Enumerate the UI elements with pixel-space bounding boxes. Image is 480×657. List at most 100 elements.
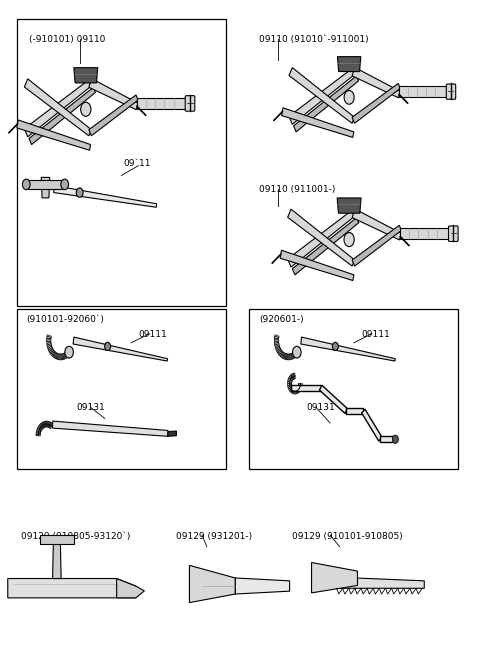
Polygon shape xyxy=(294,351,297,357)
Polygon shape xyxy=(328,577,424,588)
Polygon shape xyxy=(74,68,98,83)
Polygon shape xyxy=(289,386,293,391)
Polygon shape xyxy=(352,67,400,98)
Polygon shape xyxy=(60,354,61,360)
Polygon shape xyxy=(274,340,278,342)
FancyBboxPatch shape xyxy=(185,96,195,111)
Text: (910101-92060`): (910101-92060`) xyxy=(26,315,104,325)
Text: 09131: 09131 xyxy=(76,403,105,413)
Circle shape xyxy=(332,342,338,351)
Polygon shape xyxy=(56,353,59,359)
Polygon shape xyxy=(288,354,289,360)
Polygon shape xyxy=(290,387,293,392)
Polygon shape xyxy=(275,344,279,347)
Polygon shape xyxy=(297,387,300,392)
Circle shape xyxy=(344,91,354,104)
Polygon shape xyxy=(295,388,296,394)
Polygon shape xyxy=(277,349,282,354)
Polygon shape xyxy=(294,373,295,379)
Polygon shape xyxy=(17,120,91,150)
Polygon shape xyxy=(296,387,299,393)
Polygon shape xyxy=(274,338,279,340)
Polygon shape xyxy=(47,340,51,342)
Polygon shape xyxy=(346,408,363,414)
Polygon shape xyxy=(44,421,46,427)
Circle shape xyxy=(81,102,91,116)
Polygon shape xyxy=(58,353,60,359)
Polygon shape xyxy=(290,353,293,359)
Polygon shape xyxy=(295,350,298,355)
Polygon shape xyxy=(288,209,355,266)
Polygon shape xyxy=(65,351,69,357)
Polygon shape xyxy=(296,388,298,394)
Polygon shape xyxy=(37,428,41,432)
Polygon shape xyxy=(61,354,62,360)
Polygon shape xyxy=(41,422,44,428)
Text: 09`11: 09`11 xyxy=(124,159,151,168)
Polygon shape xyxy=(288,384,292,388)
Circle shape xyxy=(392,435,398,443)
Polygon shape xyxy=(276,346,280,350)
Polygon shape xyxy=(362,409,382,441)
Polygon shape xyxy=(40,423,44,429)
Circle shape xyxy=(344,233,354,246)
Polygon shape xyxy=(46,421,47,427)
Polygon shape xyxy=(312,562,358,593)
Text: 09129 (910805-93120`): 09129 (910805-93120`) xyxy=(21,532,130,541)
Polygon shape xyxy=(54,185,156,207)
Polygon shape xyxy=(293,351,296,357)
Polygon shape xyxy=(28,180,62,189)
Polygon shape xyxy=(89,78,138,110)
Polygon shape xyxy=(53,351,56,357)
Polygon shape xyxy=(289,68,355,124)
Circle shape xyxy=(65,346,73,358)
Polygon shape xyxy=(284,353,286,359)
Polygon shape xyxy=(190,566,235,602)
Text: 09110 (911001-): 09110 (911001-) xyxy=(259,185,336,194)
Text: 09111: 09111 xyxy=(361,330,390,339)
Polygon shape xyxy=(290,375,293,380)
Circle shape xyxy=(23,179,30,190)
Text: 09129 (910101-910805): 09129 (910101-910805) xyxy=(292,532,403,541)
Polygon shape xyxy=(42,422,45,428)
Polygon shape xyxy=(275,334,279,338)
Polygon shape xyxy=(50,349,54,354)
Polygon shape xyxy=(64,352,68,358)
Polygon shape xyxy=(291,385,321,390)
Polygon shape xyxy=(45,421,46,427)
Polygon shape xyxy=(337,198,361,213)
Polygon shape xyxy=(282,108,354,137)
Polygon shape xyxy=(55,353,58,359)
Polygon shape xyxy=(278,350,282,355)
Polygon shape xyxy=(41,177,50,198)
Polygon shape xyxy=(399,87,449,97)
Polygon shape xyxy=(53,539,61,579)
Circle shape xyxy=(105,342,110,351)
FancyBboxPatch shape xyxy=(448,226,458,242)
Polygon shape xyxy=(29,87,96,145)
Polygon shape xyxy=(283,353,286,359)
Polygon shape xyxy=(47,342,51,345)
Polygon shape xyxy=(276,347,280,351)
Polygon shape xyxy=(48,421,49,427)
Polygon shape xyxy=(298,384,302,388)
Polygon shape xyxy=(49,422,52,428)
Polygon shape xyxy=(54,352,57,358)
Polygon shape xyxy=(292,352,295,358)
Polygon shape xyxy=(275,345,279,348)
Polygon shape xyxy=(36,429,41,433)
Polygon shape xyxy=(36,434,40,436)
Polygon shape xyxy=(38,426,42,431)
Polygon shape xyxy=(67,350,71,355)
Polygon shape xyxy=(63,353,65,359)
Polygon shape xyxy=(352,209,401,240)
Polygon shape xyxy=(59,354,60,360)
Polygon shape xyxy=(289,354,290,360)
Polygon shape xyxy=(400,229,452,239)
Polygon shape xyxy=(38,425,42,430)
Polygon shape xyxy=(8,579,136,598)
Polygon shape xyxy=(287,354,288,360)
Polygon shape xyxy=(24,79,91,136)
Polygon shape xyxy=(288,378,292,382)
Polygon shape xyxy=(285,353,287,359)
